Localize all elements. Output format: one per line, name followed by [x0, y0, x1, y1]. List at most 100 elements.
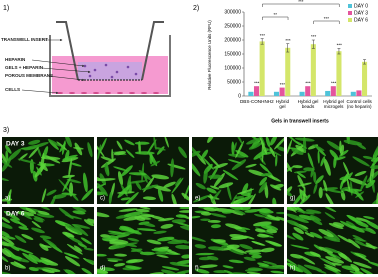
cell [346, 214, 359, 223]
cell [118, 208, 138, 212]
significance: *** [331, 80, 337, 85]
cell [183, 241, 189, 244]
transwell-diagram: TRANSWELL INSERT HEPARIN GELS + HEPARIN … [1, 21, 171, 97]
significance: *** [254, 80, 260, 85]
cell [151, 248, 169, 252]
cell [287, 158, 293, 173]
cell [232, 142, 237, 153]
cell [226, 184, 232, 201]
cell [171, 177, 184, 194]
cell [97, 253, 107, 257]
cell [317, 150, 320, 164]
cell [82, 172, 88, 193]
cell [324, 247, 341, 254]
cell [3, 247, 15, 257]
cell [232, 272, 250, 274]
cell [362, 155, 374, 160]
panel-letter: a) [5, 196, 10, 202]
cell [334, 156, 346, 161]
cell [260, 137, 267, 155]
bar [336, 51, 342, 96]
micrograph: h) [287, 207, 378, 274]
significance: *** [305, 80, 311, 85]
cell [270, 184, 282, 191]
error-bar [286, 43, 290, 53]
cell [85, 259, 94, 266]
cell [99, 137, 107, 153]
cell [109, 239, 129, 244]
bar [330, 86, 336, 96]
cell [254, 228, 266, 233]
cell [297, 182, 312, 187]
cell [142, 196, 156, 200]
cell [140, 217, 152, 220]
y-tick-label: 200000 [224, 37, 241, 43]
cell [37, 210, 50, 216]
cell [48, 139, 59, 150]
cell [87, 218, 94, 225]
cell [42, 269, 55, 274]
cell [206, 187, 217, 194]
error-bar [260, 38, 264, 45]
x-tick-label: Control cells (no heparin) [347, 99, 373, 109]
cell [10, 261, 27, 269]
cell [287, 207, 297, 213]
cell [351, 225, 365, 233]
cell [340, 144, 345, 156]
cell [229, 207, 244, 210]
cell [292, 190, 305, 204]
cell [287, 186, 293, 195]
cell [154, 147, 166, 151]
cell [248, 142, 263, 150]
cell [291, 148, 304, 155]
cell [222, 169, 239, 181]
cell [266, 229, 278, 234]
cell [230, 198, 244, 204]
micrograph: d) [97, 207, 189, 274]
cell [28, 139, 41, 145]
cell [135, 181, 142, 190]
cell [2, 158, 13, 168]
cell [154, 251, 170, 255]
diagram-label: POROUS MEMBRANE [5, 73, 53, 78]
cell [23, 144, 40, 151]
cell [62, 175, 72, 192]
cell [36, 213, 55, 218]
cell [52, 194, 67, 199]
cell [312, 144, 325, 151]
bar [273, 91, 280, 96]
cell [18, 210, 32, 220]
cell [97, 211, 110, 218]
cell [2, 153, 8, 165]
cell [325, 256, 345, 264]
y-tick-label: 300000 [224, 9, 241, 15]
cell [192, 143, 201, 159]
cell [83, 219, 94, 227]
cell [36, 166, 42, 176]
cell [108, 191, 113, 204]
panel-letter: e) [195, 196, 200, 202]
cell [128, 172, 147, 176]
cell [305, 209, 322, 214]
cell [6, 194, 11, 204]
cell [121, 165, 133, 177]
cell [192, 236, 206, 242]
cell [118, 242, 138, 247]
cell [136, 228, 157, 232]
cell [354, 190, 364, 201]
cell [287, 189, 293, 197]
cell [326, 189, 344, 194]
cell [318, 246, 334, 254]
cell [246, 271, 262, 274]
cell [256, 234, 270, 238]
cell [287, 137, 300, 146]
cell [200, 211, 212, 216]
cell [352, 261, 372, 269]
cell [127, 259, 144, 263]
cell [261, 151, 274, 156]
bracket [262, 3, 340, 7]
cell [273, 265, 284, 270]
cell [153, 230, 167, 234]
cell [97, 183, 108, 197]
panel-label: 2) [193, 5, 199, 12]
